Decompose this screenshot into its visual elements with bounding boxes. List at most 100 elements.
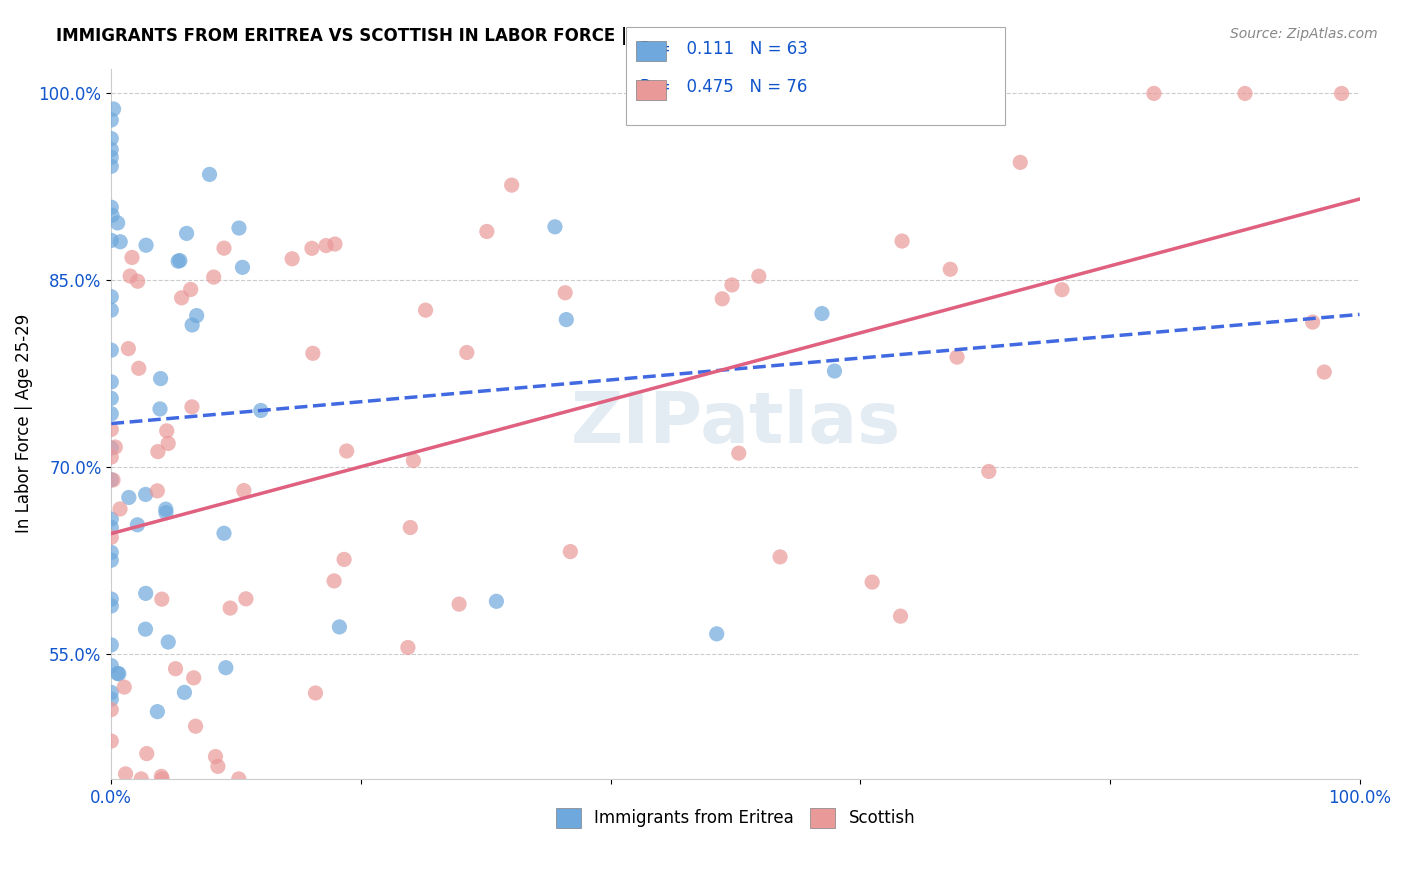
Scottish (554, 285, 576, 300)
Immigrants from Eritrea (149, 401, 172, 416)
Scottish (838, 87, 860, 101)
Immigrants from Eritrea (824, 364, 846, 378)
Immigrants from Eritrea (186, 309, 208, 323)
Scottish (129, 772, 152, 786)
Immigrants from Eritrea (100, 512, 122, 526)
Immigrants from Eritrea (176, 227, 198, 241)
Scottish (157, 436, 180, 450)
Text: R =   0.111   N = 63: R = 0.111 N = 63 (640, 40, 807, 58)
Scottish (946, 350, 969, 364)
Immigrants from Eritrea (544, 219, 567, 234)
Immigrants from Eritrea (155, 506, 177, 520)
Scottish (302, 346, 325, 360)
Y-axis label: In Labor Force | Age 25-29: In Labor Force | Age 25-29 (15, 314, 32, 533)
Scottish (121, 251, 143, 265)
Scottish (120, 268, 142, 283)
Scottish (769, 549, 792, 564)
Immigrants from Eritrea (100, 343, 122, 358)
Immigrants from Eritrea (118, 491, 141, 505)
Immigrants from Eritrea (155, 502, 177, 516)
Scottish (560, 544, 582, 558)
Immigrants from Eritrea (173, 685, 195, 699)
Immigrants from Eritrea (157, 635, 180, 649)
Immigrants from Eritrea (100, 113, 122, 128)
Scottish (301, 241, 323, 255)
Immigrants from Eritrea (107, 666, 129, 681)
Scottish (183, 671, 205, 685)
Immigrants from Eritrea (215, 661, 238, 675)
Immigrants from Eritrea (149, 371, 172, 385)
Immigrants from Eritrea (169, 253, 191, 268)
Scottish (889, 609, 911, 624)
Scottish (219, 601, 242, 615)
Scottish (727, 446, 749, 460)
Scottish (860, 575, 883, 590)
Scottish (108, 502, 131, 516)
Immigrants from Eritrea (100, 553, 122, 567)
Immigrants from Eritrea (100, 658, 122, 673)
Scottish (180, 283, 202, 297)
Scottish (1330, 87, 1353, 101)
Scottish (156, 424, 179, 438)
Immigrants from Eritrea (100, 685, 122, 699)
Scottish (128, 361, 150, 376)
Immigrants from Eritrea (100, 200, 122, 214)
Immigrants from Eritrea (110, 235, 132, 249)
Immigrants from Eritrea (100, 692, 122, 706)
Scottish (1313, 365, 1336, 379)
Scottish (402, 453, 425, 467)
Immigrants from Eritrea (706, 627, 728, 641)
Immigrants from Eritrea (134, 622, 156, 636)
Scottish (333, 552, 356, 566)
Scottish (323, 237, 346, 252)
Text: IMMIGRANTS FROM ERITREA VS SCOTTISH IN LABOR FORCE | AGE 25-29 CORRELATION CHART: IMMIGRANTS FROM ERITREA VS SCOTTISH IN L… (56, 27, 935, 45)
Scottish (475, 224, 498, 238)
Immigrants from Eritrea (100, 234, 122, 248)
Scottish (891, 234, 914, 248)
Scottish (100, 734, 122, 748)
Immigrants from Eritrea (250, 403, 273, 417)
Immigrants from Eritrea (100, 392, 122, 406)
Immigrants from Eritrea (100, 290, 122, 304)
Scottish (323, 574, 346, 588)
Scottish (170, 291, 193, 305)
Scottish (184, 719, 207, 733)
Immigrants from Eritrea (100, 143, 122, 157)
Immigrants from Eritrea (101, 208, 124, 222)
Scottish (449, 597, 471, 611)
Scottish (281, 252, 304, 266)
Scottish (711, 292, 734, 306)
Immigrants from Eritrea (485, 594, 508, 608)
Scottish (304, 686, 326, 700)
Scottish (165, 662, 187, 676)
Immigrants from Eritrea (231, 260, 253, 275)
Scottish (150, 772, 173, 786)
Immigrants from Eritrea (167, 254, 190, 268)
Immigrants from Eritrea (100, 520, 122, 534)
Scottish (207, 759, 229, 773)
Immigrants from Eritrea (135, 487, 157, 501)
Immigrants from Eritrea (328, 620, 350, 634)
Scottish (146, 483, 169, 498)
Scottish (101, 473, 124, 487)
Scottish (127, 274, 149, 288)
Immigrants from Eritrea (100, 473, 122, 487)
Immigrants from Eritrea (103, 102, 125, 116)
Immigrants from Eritrea (228, 221, 250, 235)
Immigrants from Eritrea (198, 168, 221, 182)
Text: R =   0.475   N = 76: R = 0.475 N = 76 (640, 78, 807, 96)
Scottish (112, 680, 135, 694)
Immigrants from Eritrea (100, 441, 122, 455)
Scottish (396, 640, 419, 655)
Scottish (100, 530, 122, 544)
Immigrants from Eritrea (100, 159, 122, 173)
Scottish (114, 767, 136, 781)
Immigrants from Eritrea (688, 95, 710, 110)
Scottish (235, 591, 257, 606)
Scottish (150, 592, 173, 607)
Scottish (977, 465, 1000, 479)
Scottish (415, 303, 437, 318)
Scottish (399, 520, 422, 534)
Scottish (100, 450, 122, 464)
Scottish (202, 270, 225, 285)
